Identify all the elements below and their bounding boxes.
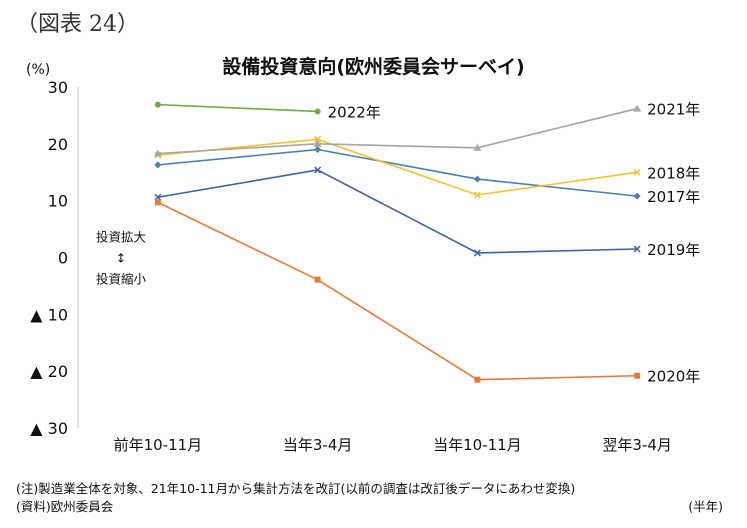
series-label: 2021年: [647, 101, 700, 119]
x-tick-label: 当年3-4月: [283, 436, 353, 454]
data-point: [633, 192, 641, 200]
data-point: [633, 245, 641, 253]
data-point: [474, 376, 481, 383]
data-point: [154, 199, 161, 206]
data-point: [473, 249, 481, 257]
x-tick-label: 翌年3-4月: [602, 436, 672, 454]
data-point: [314, 108, 321, 115]
data-point: [154, 193, 162, 201]
data-point: [633, 168, 641, 176]
y-tick-label: ▲ 20: [30, 362, 68, 381]
data-point: [154, 161, 162, 169]
annotation-contraction: 投資縮小: [96, 272, 147, 287]
y-tick-label: 30: [48, 78, 68, 97]
series-label: 2018年: [647, 164, 700, 182]
data-point: [153, 149, 162, 157]
series-label: 2020年: [647, 368, 700, 386]
y-tick-label: 0: [58, 249, 68, 268]
annotation-arrow: ↕: [116, 251, 126, 266]
y-tick-label: ▲ 30: [30, 419, 68, 438]
figure-label: （図表 24）: [16, 12, 139, 37]
data-point: [633, 104, 642, 112]
series-label: 2022年: [328, 103, 381, 121]
y-tick-label: ▲ 10: [30, 305, 68, 324]
data-point: [154, 101, 161, 108]
data-point: [473, 143, 482, 151]
series-line: [157, 107, 638, 155]
y-tick-label: 20: [48, 135, 68, 154]
series-label: 2019年: [647, 241, 700, 259]
y-tick-label: 10: [48, 192, 68, 211]
data-point: [473, 191, 481, 199]
series-line: [157, 201, 638, 381]
x-tick-label: 当年10-11月: [433, 436, 522, 454]
data-point: [634, 372, 641, 379]
series-line: [157, 169, 638, 254]
chart-title: 設備投資意向(欧州委員会サーベイ): [222, 56, 525, 78]
data-point: [473, 175, 481, 183]
series-label: 2017年: [647, 188, 700, 206]
series-line: [157, 103, 318, 113]
annotation-expansion: 投資拡大: [96, 230, 146, 245]
source-note: (資料)欧州委員会: [16, 499, 114, 514]
data-point: [314, 276, 321, 283]
series-line: [157, 138, 638, 196]
data-point: [314, 146, 322, 154]
x-tick-label: 前年10-11月: [114, 436, 203, 454]
footnote: (注)製造業全体を対象、21年10-11月から集計方法を改訂(以前の調査は改訂後…: [16, 481, 576, 496]
data-point: [314, 135, 322, 143]
y-axis-unit: (%): [26, 62, 51, 78]
series-line: [157, 148, 638, 197]
data-point: [313, 139, 322, 147]
x-axis-unit: (半年): [688, 499, 723, 514]
data-point: [314, 166, 322, 174]
